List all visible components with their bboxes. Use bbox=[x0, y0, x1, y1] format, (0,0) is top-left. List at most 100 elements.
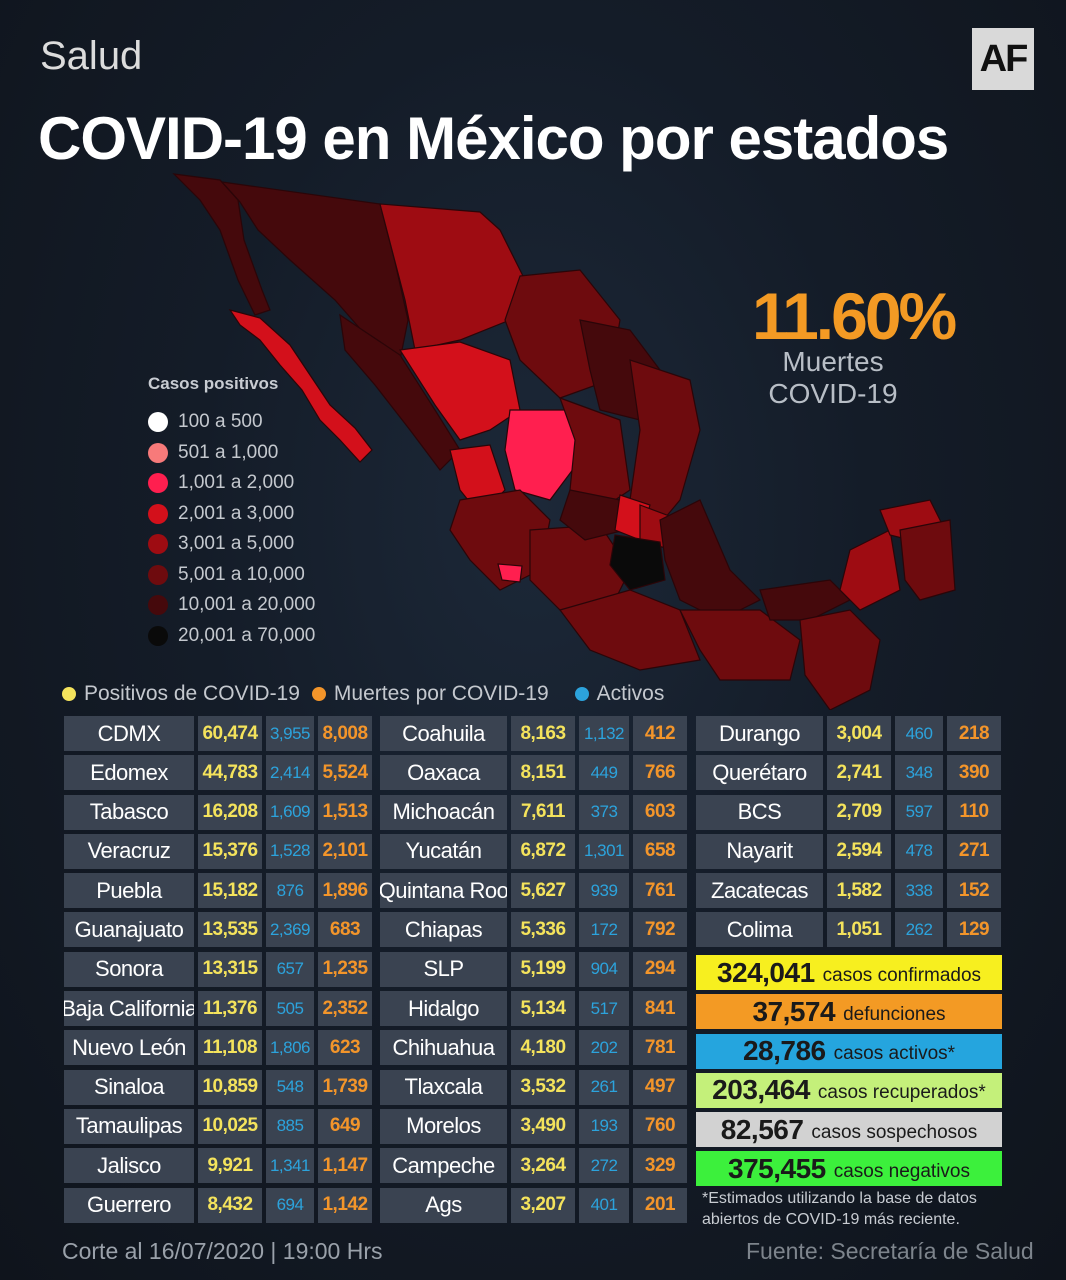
state-name: Yucatán bbox=[380, 833, 507, 869]
positive-cases: 3,004 bbox=[827, 716, 891, 751]
table-row: Jalisco 9,921 1,341 1,147 bbox=[64, 1148, 376, 1184]
deaths: 760 bbox=[633, 1108, 687, 1144]
positive-cases: 3,264 bbox=[511, 1148, 575, 1184]
positive-cases: 11,108 bbox=[198, 1030, 262, 1066]
active-cases: 1,806 bbox=[266, 1030, 314, 1066]
summary-row: 375,455 casos negativos bbox=[696, 1151, 1002, 1187]
positive-cases: 3,532 bbox=[511, 1069, 575, 1105]
deaths: 2,101 bbox=[318, 833, 372, 869]
table-row: Hidalgo 5,134 517 841 bbox=[380, 991, 691, 1027]
deaths: 683 bbox=[318, 912, 372, 948]
legend-item: 5,001 a 10,000 bbox=[148, 563, 305, 587]
af-logo: AF bbox=[972, 28, 1034, 90]
deaths: 271 bbox=[947, 833, 1001, 869]
table-row: Puebla 15,182 876 1,896 bbox=[64, 873, 376, 909]
active-cases: 2,414 bbox=[266, 755, 314, 791]
map-region-chiapas bbox=[799, 609, 881, 710]
deaths: 497 bbox=[633, 1069, 687, 1105]
column-keys: Positivos de COVID-19 Muertes por COVID-… bbox=[62, 682, 676, 706]
summary-label: casos recuperados* bbox=[817, 1082, 986, 1104]
legend-label: 501 a 1,000 bbox=[178, 441, 279, 463]
active-cases: 1,301 bbox=[579, 833, 629, 869]
legend-label: 100 a 500 bbox=[178, 411, 263, 432]
active-cases: 939 bbox=[579, 873, 629, 909]
summary-value: 82,567 bbox=[720, 1113, 804, 1145]
active-cases: 261 bbox=[579, 1069, 629, 1105]
active-cases: 272 bbox=[579, 1148, 629, 1184]
positive-cases: 9,921 bbox=[198, 1148, 262, 1184]
state-name: Nuevo León bbox=[64, 1030, 194, 1066]
table-row: Nayarit 2,594 478 271 bbox=[696, 833, 1005, 869]
deaths: 1,142 bbox=[318, 1187, 372, 1223]
table-row: SLP 5,199 904 294 bbox=[380, 951, 691, 987]
blue-dot-icon bbox=[574, 687, 589, 701]
deaths: 152 bbox=[947, 873, 1001, 909]
deaths: 841 bbox=[633, 991, 687, 1027]
summary-value: 375,455 bbox=[728, 1152, 826, 1184]
deaths: 1,147 bbox=[318, 1148, 372, 1184]
map-region-campeche bbox=[839, 529, 901, 611]
active-cases: 2,369 bbox=[266, 912, 314, 948]
active-cases: 348 bbox=[895, 755, 943, 791]
states-table-col1: CDMX 60,474 3,955 8,008 Edomex 44,783 2,414 5,5… bbox=[64, 716, 376, 1227]
deaths: 218 bbox=[947, 716, 1001, 751]
positive-cases: 11,376 bbox=[198, 991, 262, 1027]
death-rate-value: 11.60% bbox=[752, 279, 957, 353]
state-name: CDMX bbox=[64, 716, 194, 751]
deaths: 8,008 bbox=[318, 716, 372, 751]
legend-label: 3,001 a 5,000 bbox=[178, 533, 295, 554]
legend-item: 20,001 a 70,000 bbox=[148, 624, 315, 648]
source: Fuente: Secretaría de Salud bbox=[746, 1238, 1034, 1264]
active-cases: 3,955 bbox=[266, 716, 314, 751]
active-cases: 1,341 bbox=[266, 1148, 314, 1184]
deaths: 623 bbox=[318, 1030, 372, 1066]
table-row: Sinaloa 10,859 548 1,739 bbox=[64, 1069, 376, 1105]
orange-dot-icon bbox=[311, 687, 326, 701]
legend-swatch-icon bbox=[148, 625, 168, 646]
state-name: Quintana Roo bbox=[380, 873, 507, 909]
state-name: Puebla bbox=[64, 873, 194, 909]
summary-value: 324,041 bbox=[716, 956, 815, 988]
active-cases: 597 bbox=[895, 794, 943, 830]
key-positivos-label: Positivos de COVID-19 bbox=[84, 682, 300, 705]
table-row: Coahuila 8,163 1,132 412 bbox=[380, 716, 691, 751]
deaths: 2,352 bbox=[318, 991, 372, 1027]
active-cases: 517 bbox=[579, 991, 629, 1027]
positive-cases: 4,180 bbox=[511, 1030, 575, 1066]
positive-cases: 5,336 bbox=[511, 912, 575, 948]
state-name: Durango bbox=[696, 716, 823, 751]
state-name: Tabasco bbox=[64, 794, 194, 830]
summary-value: 37,574 bbox=[752, 995, 836, 1027]
cutoff-date: Corte al 16/07/2020 | 19:00 Hrs bbox=[62, 1238, 383, 1264]
active-cases: 1,609 bbox=[266, 794, 314, 830]
states-table-col2: Coahuila 8,163 1,132 412 Oaxaca 8,151 449 766 Mi… bbox=[380, 716, 691, 1227]
state-name: Coahuila bbox=[380, 716, 507, 751]
summary-row: 28,786 casos activos* bbox=[696, 1033, 1002, 1069]
active-cases: 876 bbox=[266, 873, 314, 909]
deaths: 1,896 bbox=[318, 873, 372, 909]
positive-cases: 5,199 bbox=[511, 951, 575, 987]
active-cases: 885 bbox=[266, 1108, 314, 1144]
table-row: Morelos 3,490 193 760 bbox=[380, 1108, 691, 1144]
legend-title: Casos positivos bbox=[148, 374, 279, 393]
table-row: Tabasco 16,208 1,609 1,513 bbox=[64, 794, 376, 830]
positive-cases: 13,535 bbox=[198, 912, 262, 948]
positive-cases: 13,315 bbox=[198, 951, 262, 987]
summary-label: defunciones bbox=[843, 1003, 946, 1025]
summary-row: 203,464 casos recuperados* bbox=[696, 1072, 1002, 1108]
summary-row: 82,567 casos sospechosos bbox=[696, 1112, 1002, 1148]
legend-item: 2,001 a 3,000 bbox=[148, 502, 294, 526]
legend-label: 5,001 a 10,000 bbox=[178, 563, 305, 585]
state-name: Sonora bbox=[64, 951, 194, 987]
positive-cases: 3,490 bbox=[511, 1108, 575, 1144]
active-cases: 657 bbox=[266, 951, 314, 987]
active-cases: 1,528 bbox=[266, 833, 314, 869]
table-row: BCS 2,709 597 110 bbox=[696, 794, 1005, 830]
table-row: Durango 3,004 460 218 bbox=[696, 716, 1005, 751]
key-muertes: Muertes por COVID-19 bbox=[311, 682, 549, 706]
table-row: Yucatán 6,872 1,301 658 bbox=[380, 833, 691, 869]
deaths: 129 bbox=[947, 912, 1001, 948]
active-cases: 373 bbox=[579, 794, 629, 830]
state-name: Guanajuato bbox=[64, 912, 194, 948]
state-name: Colima bbox=[696, 912, 823, 948]
